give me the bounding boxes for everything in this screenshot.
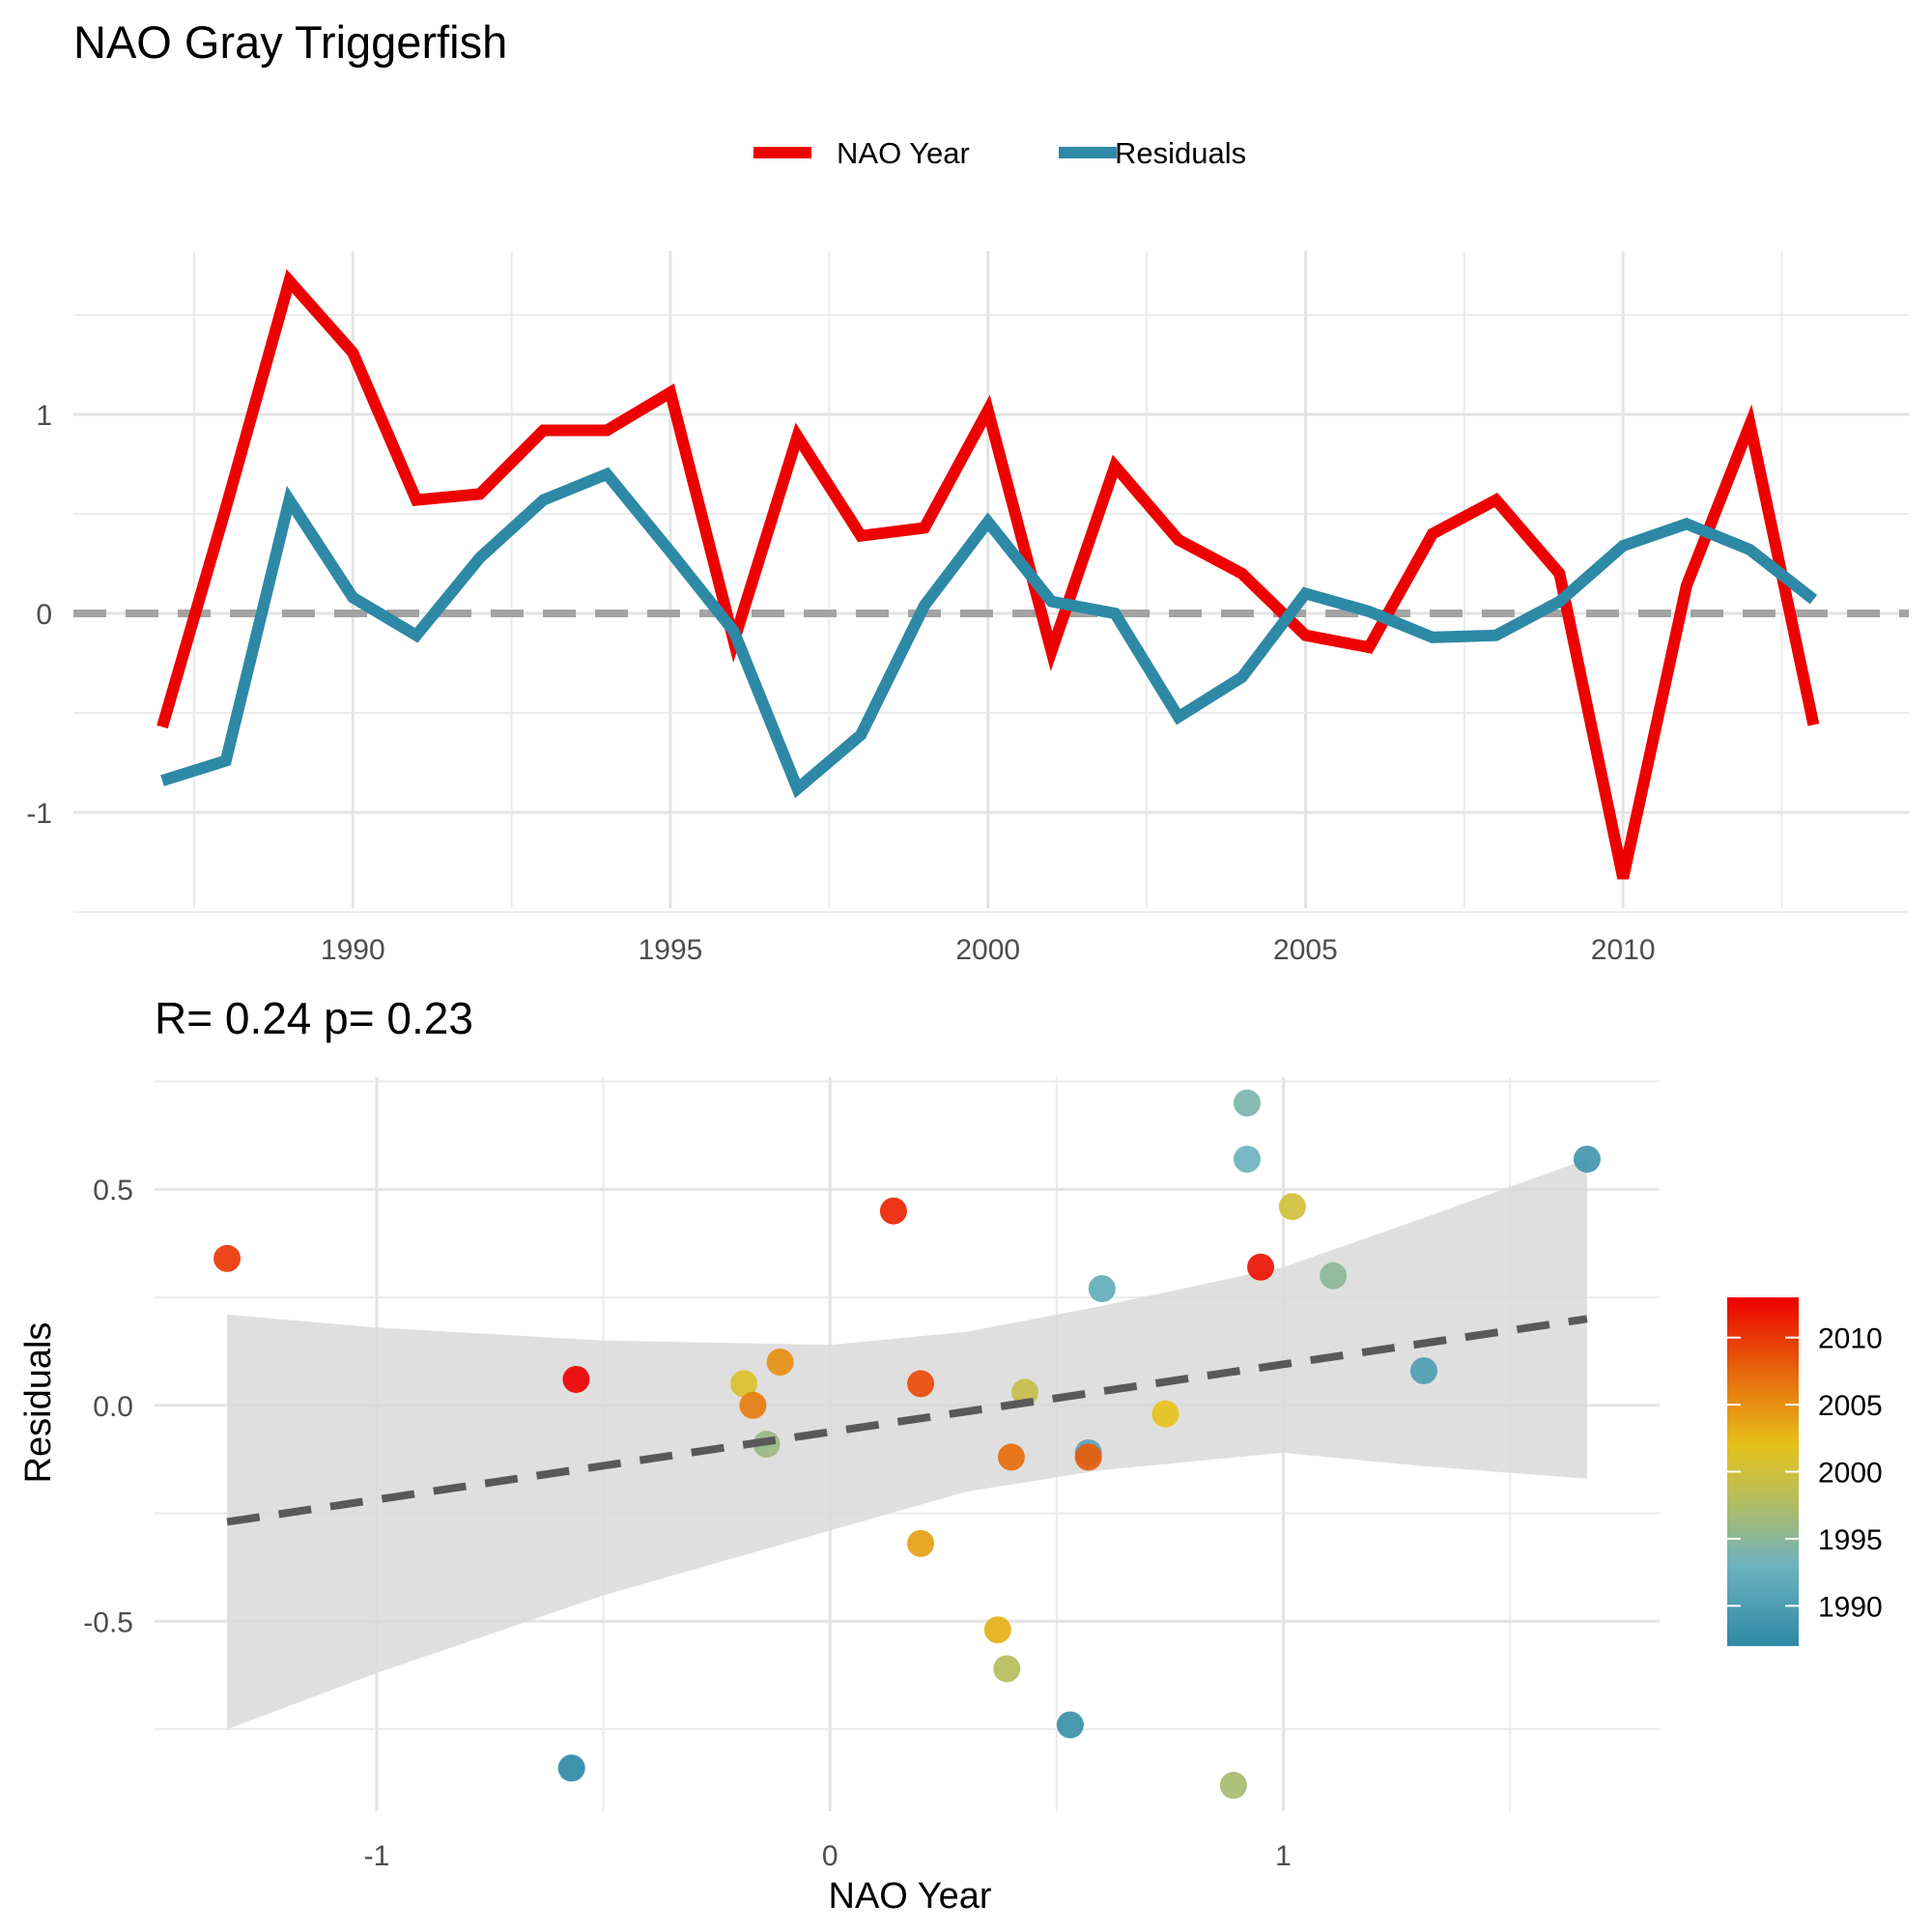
scatter-point-2008 xyxy=(1074,1443,1102,1471)
scatter-point-1993 xyxy=(1233,1145,1261,1173)
scatter-point-1989 xyxy=(1573,1145,1601,1173)
scatter-chart-panel: -1 0 1 -0.5 0.0 0.5 xyxy=(83,1077,1660,1872)
x-tick-label: 1 xyxy=(1275,1840,1292,1872)
colorbar-tick-label: 1990 xyxy=(1818,1591,1883,1623)
x-tick-label: 1990 xyxy=(321,934,385,966)
x-tick-label: 2005 xyxy=(1273,934,1338,966)
scatter-point-2009 xyxy=(907,1370,935,1398)
scatter-point-2004 xyxy=(907,1529,935,1557)
scatter-point-2002 xyxy=(1151,1400,1179,1428)
colorbar: 1990 1995 2000 2005 2010 xyxy=(1727,1297,1883,1646)
y-tick-label: 1 xyxy=(36,400,52,432)
scatter-point-2013 xyxy=(562,1365,590,1393)
y-tick-label: -0.5 xyxy=(83,1606,133,1638)
colorbar-tick-label: 2005 xyxy=(1818,1390,1883,1422)
x-tick-label: -1 xyxy=(364,1840,390,1872)
scatter-points xyxy=(213,1089,1601,1800)
scatter-point-2000 xyxy=(1278,1193,1306,1221)
scatter-point-2007 xyxy=(997,1443,1025,1471)
colorbar-tick-label: 2000 xyxy=(1818,1458,1883,1490)
scatter-point-1995 xyxy=(1320,1262,1348,1290)
scatter-point-2003 xyxy=(983,1616,1011,1644)
confidence-ribbon xyxy=(227,1158,1587,1730)
scatter-point-2010 xyxy=(213,1244,242,1272)
colorbar-tick-label: 1995 xyxy=(1818,1524,1883,1556)
scatter-y-axis-title: Residuals xyxy=(18,1322,59,1484)
page-title: NAO Gray Triggerfish xyxy=(73,16,507,68)
line-chart-panel: 1990 1995 2000 2005 2010 -1 0 1 xyxy=(26,251,1909,966)
x-tick-label: 0 xyxy=(822,1840,838,1872)
legend-label-residuals: Residuals xyxy=(1115,136,1246,170)
scatter-title: R= 0.24 p= 0.23 xyxy=(155,993,473,1043)
trend-line xyxy=(226,1315,1588,1526)
scatter-point-1992 xyxy=(1088,1275,1116,1303)
scatter-point-1988 xyxy=(1056,1711,1084,1739)
scatter-point-2011 xyxy=(879,1197,907,1225)
scatter-point-2005 xyxy=(766,1349,794,1377)
scatter-point-1998 xyxy=(993,1655,1021,1683)
line-legend: NAO Year Residuals xyxy=(753,136,1246,170)
y-tick-label: -1 xyxy=(26,798,52,830)
scatter-point-2001 xyxy=(730,1370,758,1398)
scatter-point-1990 xyxy=(1409,1357,1437,1384)
scatter-point-2006 xyxy=(739,1391,767,1419)
scatter-point-2012 xyxy=(1247,1253,1275,1281)
y-tick-label: 0 xyxy=(36,599,52,631)
scatter-point-1987 xyxy=(557,1754,585,1782)
x-tick-label: 2010 xyxy=(1591,934,1656,966)
x-tick-label: 1995 xyxy=(639,934,703,966)
y-tick-label: 0.5 xyxy=(93,1175,133,1207)
colorbar-tick-label: 2010 xyxy=(1818,1323,1883,1355)
y-tick-label: 0.0 xyxy=(93,1391,133,1423)
scatter-point-1994 xyxy=(1233,1089,1261,1117)
scatter-point-1997 xyxy=(1219,1772,1247,1800)
scatter-x-axis-title: NAO Year xyxy=(829,1876,992,1917)
series-line-nao-year xyxy=(156,269,1820,880)
legend-label-nao-year: NAO Year xyxy=(837,136,970,170)
series-line-residuals xyxy=(160,467,1818,799)
x-tick-label: 2000 xyxy=(955,934,1020,966)
